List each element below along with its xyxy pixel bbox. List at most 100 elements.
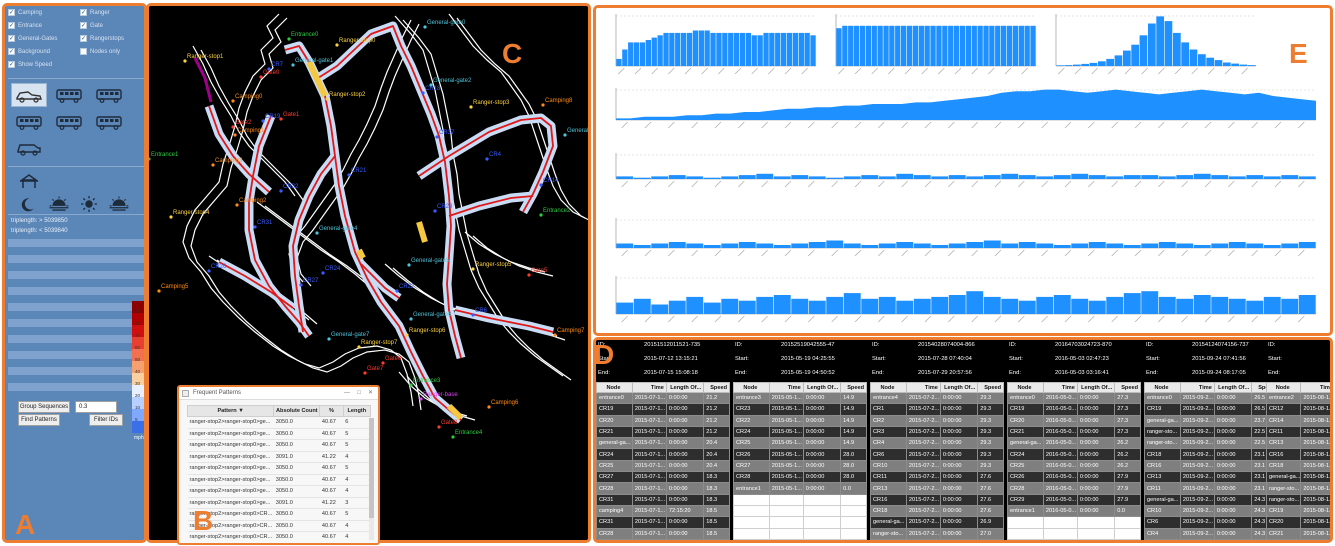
bar[interactable] <box>1156 16 1164 66</box>
ranger-icon[interactable] <box>11 169 47 193</box>
bar[interactable] <box>1214 60 1223 66</box>
bar[interactable] <box>1231 63 1239 66</box>
bar[interactable] <box>843 243 861 249</box>
checkbox-box[interactable]: ✓ <box>8 48 15 55</box>
map-label-cr26[interactable]: CR26 <box>211 264 227 270</box>
column-header[interactable]: Time <box>1179 382 1215 393</box>
bar[interactable] <box>773 295 791 314</box>
map-label-cr18[interactable]: CR18 <box>425 86 441 92</box>
bar[interactable] <box>966 176 984 179</box>
bar[interactable] <box>1071 298 1089 314</box>
bar[interactable] <box>826 296 844 314</box>
bar[interactable] <box>651 304 669 315</box>
bar[interactable] <box>756 296 774 314</box>
filter-row[interactable] <box>8 391 144 399</box>
filter-row[interactable] <box>8 279 144 287</box>
record-row[interactable]: CR1 2015-07-2... 0:00:00 29.3 <box>870 403 1004 416</box>
checkbox-background[interactable]: ✓ Background <box>8 48 50 55</box>
map-label-general-gate4[interactable]: General-gate4 <box>319 226 358 232</box>
map-node[interactable] <box>563 133 567 137</box>
bar[interactable] <box>931 176 949 179</box>
bar[interactable] <box>896 242 914 248</box>
record-row[interactable]: CR16 2015-08-1... <box>1265 448 1330 461</box>
bar[interactable] <box>616 243 634 249</box>
bar[interactable] <box>1036 176 1054 179</box>
bar[interactable] <box>878 176 896 179</box>
route-line[interactable] <box>360 263 400 299</box>
bar[interactable] <box>1193 295 1211 314</box>
column-header[interactable]: Time <box>905 382 941 393</box>
bar[interactable] <box>704 30 710 67</box>
dialog-titlebar[interactable]: Frequent Patterns — □ ✕ <box>179 387 378 400</box>
column-header[interactable]: Time <box>631 382 667 393</box>
column-header-count[interactable]: Absolute Count <box>273 405 321 417</box>
map-node[interactable] <box>231 99 235 103</box>
record-row[interactable]: CR28 2016-05-0... 0:00:00 27.9 <box>1007 482 1141 495</box>
bar[interactable] <box>1206 57 1214 66</box>
bar[interactable] <box>639 42 646 66</box>
bar[interactable] <box>1001 25 1007 66</box>
chart-2[interactable] <box>1055 14 1256 75</box>
map-node[interactable] <box>405 333 409 337</box>
minimize-icon[interactable]: — <box>344 390 350 396</box>
bar[interactable] <box>703 177 721 179</box>
filter-row[interactable] <box>8 271 144 279</box>
bar[interactable] <box>633 42 640 66</box>
map-node[interactable] <box>287 37 291 41</box>
record-row[interactable]: CR20 2015-08-1... <box>1265 516 1330 529</box>
record-row[interactable]: camping4 2015-07-1... 72:15:20 18.5 <box>596 504 730 518</box>
map-label-ranger-stop5[interactable]: Ranger-stop5 <box>475 262 512 268</box>
bar[interactable] <box>775 32 781 66</box>
map-label-gate1[interactable]: Gate1 <box>283 112 300 118</box>
bar[interactable] <box>1263 296 1281 314</box>
bar[interactable] <box>1193 173 1211 179</box>
record-row[interactable]: CR14 2015-08-1... <box>1265 414 1330 427</box>
map-label-camping8[interactable]: Camping8 <box>545 98 573 104</box>
checkbox-box[interactable]: ✓ <box>80 22 87 29</box>
bar[interactable] <box>1088 175 1106 179</box>
bar[interactable] <box>1263 176 1281 179</box>
column-header[interactable]: Length Of... <box>939 382 979 393</box>
bar[interactable] <box>657 35 663 66</box>
bar[interactable] <box>848 25 854 66</box>
record-row[interactable]: CR23 2015-05-1... 0:00:00 14.9 <box>733 403 867 416</box>
map-label-cr14[interactable]: CR14 <box>543 178 559 184</box>
record-row[interactable] <box>733 504 867 518</box>
bar[interactable] <box>878 296 896 314</box>
scrollbar-thumb[interactable] <box>369 418 374 518</box>
bar[interactable] <box>1228 298 1246 314</box>
filter-row[interactable] <box>8 319 144 327</box>
record-table[interactable]: Node Time Length Of... Speed entrance4 2015-0… <box>870 382 1004 540</box>
map-label-cr7[interactable]: CR7 <box>271 62 284 68</box>
bar[interactable] <box>716 32 722 66</box>
bar[interactable] <box>1012 25 1019 66</box>
route-line[interactable] <box>218 261 294 309</box>
record-row[interactable]: CR20 2015-07-1... 0:00:00 21.2 <box>596 414 730 427</box>
bar[interactable] <box>989 25 995 66</box>
column-header[interactable]: Speed <box>840 382 867 393</box>
map-node[interactable] <box>395 289 399 293</box>
record-row[interactable]: CR19 2015-08-1... <box>1265 504 1330 518</box>
bar[interactable] <box>942 25 948 66</box>
record-row[interactable]: CR4 2015-09-2... 0:00:00 24.3 <box>1144 527 1278 540</box>
record-row[interactable]: CR18 2015-09-2... 0:00:00 23.1 <box>1144 448 1278 461</box>
bar[interactable] <box>843 176 861 179</box>
column-header[interactable]: Node <box>1007 382 1044 393</box>
pattern-row[interactable]: ranger-stop2>ranger-stop0>ge... 3091.0 41.… <box>187 451 371 463</box>
record-row[interactable]: CR11 2015-07-2... 0:00:00 27.6 <box>870 471 1004 484</box>
map-node[interactable] <box>471 267 475 271</box>
bar[interactable] <box>971 25 977 66</box>
column-header[interactable]: Node <box>1144 382 1181 393</box>
bar[interactable] <box>763 32 769 66</box>
map-node[interactable] <box>433 209 437 213</box>
bar[interactable] <box>1211 175 1229 179</box>
bar[interactable] <box>1018 175 1036 179</box>
bar[interactable] <box>878 243 896 249</box>
bar[interactable] <box>1281 298 1299 314</box>
bar[interactable] <box>896 300 914 314</box>
bar[interactable] <box>1281 243 1299 249</box>
column-header[interactable]: Speed <box>703 382 730 393</box>
record-row[interactable]: CR10 2015-07-2... 0:00:00 29.3 <box>870 459 1004 473</box>
column-header-length[interactable]: Length <box>342 405 372 417</box>
